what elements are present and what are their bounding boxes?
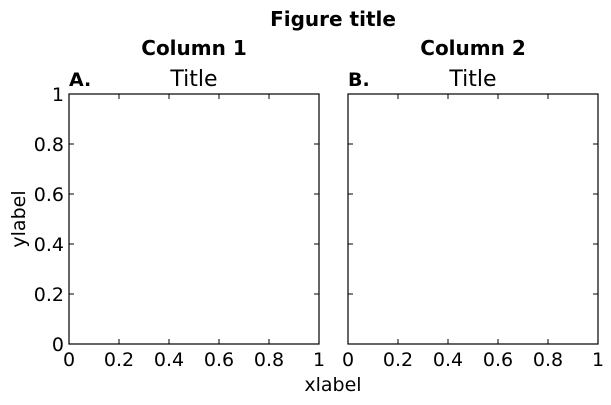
panel-2: B. Title 0 0.2 0.4 0.6 0.8 1: [342, 67, 604, 371]
panel-2-title: Title: [448, 67, 496, 92]
panel-1-ytick-label-0: 0: [52, 334, 64, 356]
column-title-1: Column 1: [141, 36, 246, 60]
panel-1-title: Title: [169, 67, 217, 92]
panel-1-xtick-label-0-4: 0.4: [154, 349, 184, 371]
panel-1-ytick-label-1: 1: [52, 84, 64, 106]
panel-label-a: A.: [69, 69, 91, 91]
panel-2-xtick-label-1: 1: [592, 349, 604, 371]
panel-2-xtick-label-0-4: 0.4: [433, 349, 463, 371]
y-axis-label: ylabel: [8, 190, 30, 247]
panel-2-xtick-label-0-8: 0.8: [533, 349, 563, 371]
panel-2-ticklabels: 0 0.2 0.4 0.6 0.8 1: [342, 349, 604, 371]
panel-1-xtick-label-0-2: 0.2: [104, 349, 134, 371]
panel-1-xtick-label-1: 1: [313, 349, 325, 371]
panel-1-ytick-label-0-2: 0.2: [34, 284, 64, 306]
x-axis-label: xlabel: [304, 374, 361, 396]
figure-title: Figure title: [270, 7, 396, 31]
panel-1-xtick-label-0-6: 0.6: [204, 349, 234, 371]
panel-1-frame: [68, 93, 320, 345]
panel-2-xtick-label-0-6: 0.6: [483, 349, 513, 371]
panel-2-xtick-label-0: 0: [342, 349, 354, 371]
panel-1-xtick-label-0: 0: [63, 349, 75, 371]
panel-1-ytick-label-0-8: 0.8: [34, 134, 64, 156]
panel-2-ticks: [347, 93, 599, 345]
panel-2-xtick-label-0-2: 0.2: [383, 349, 413, 371]
panel-1-ticklabels: 0 0.2 0.4 0.6 0.8 1 0 0.2 0.4 0.6 0.8 1: [34, 84, 325, 371]
panel-1-xtick-label-0-8: 0.8: [254, 349, 284, 371]
panel-1: A. Title 0 0.2 0.4 0.6 0.8 1 0 0.2 0.4 0.6 0.8 1: [34, 67, 325, 371]
panel-1-ytick-label-0-6: 0.6: [34, 184, 64, 206]
panel-2-frame: [347, 93, 599, 345]
panel-1-ytick-label-0-4: 0.4: [34, 234, 64, 256]
panel-1-ticks: [68, 93, 320, 345]
column-title-2: Column 2: [420, 36, 525, 60]
panel-label-b: B.: [348, 69, 370, 91]
